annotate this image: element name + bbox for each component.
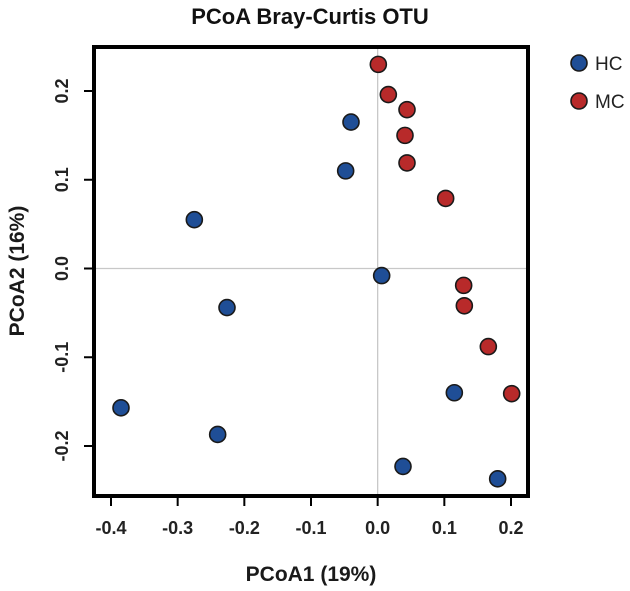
data-point-mc — [398, 100, 416, 119]
data-point-mc — [454, 276, 473, 295]
legend-label-hc: HC — [595, 54, 622, 75]
data-point-hc — [218, 298, 236, 317]
data-points — [112, 55, 521, 488]
data-point-mc — [455, 296, 474, 315]
data-point-mc — [379, 85, 398, 104]
plot-frame — [92, 45, 530, 498]
data-point-hc — [488, 470, 507, 488]
legend-marker-hc — [570, 54, 588, 72]
y-tick-label: 0.2 — [52, 78, 72, 103]
data-point-hc — [372, 266, 391, 285]
data-point-hc — [112, 399, 130, 417]
legend-label-mc: MC — [595, 92, 625, 113]
data-point-mc — [502, 384, 521, 403]
data-point-mc — [398, 154, 416, 172]
data-point-hc — [342, 113, 360, 131]
data-point-hc — [336, 162, 355, 180]
y-tick-label: 0.0 — [52, 256, 72, 281]
data-point-hc — [208, 425, 227, 444]
data-point-mc — [369, 55, 388, 74]
data-point-mc — [436, 189, 455, 208]
x-tick-label: -0.3 — [162, 518, 193, 538]
x-tick-label: 0.1 — [432, 518, 457, 538]
y-tick-label: 0.1 — [52, 167, 72, 192]
x-tick-label: -0.1 — [295, 518, 326, 538]
x-axis-label: PCoA1 (19%) — [246, 563, 377, 586]
data-point-mc — [479, 337, 498, 356]
x-tick-label: -0.2 — [229, 518, 260, 538]
data-point-hc — [394, 457, 412, 476]
data-point-mc — [396, 126, 414, 145]
y-tick-label: -0.2 — [52, 430, 72, 461]
y-tick-label: -0.1 — [52, 342, 72, 373]
y-axis-label: PCoA2 (16%) — [6, 206, 29, 337]
x-tick-label: 0.2 — [498, 518, 523, 538]
legend-marker-mc — [570, 92, 588, 110]
data-point-hc — [445, 383, 464, 402]
x-tick-label: 0.0 — [365, 518, 390, 538]
x-tick-label: -0.4 — [95, 518, 126, 538]
reference-lines — [94, 47, 528, 496]
data-point-hc — [185, 210, 204, 229]
y-axis-ticks: -0.2 -0.1 0.0 0.1 0.2 — [52, 78, 92, 462]
chart-title: PCoA Bray-Curtis OTU — [191, 4, 429, 29]
legend: HC MC — [570, 54, 625, 113]
x-axis-ticks: -0.4 -0.3 -0.2 -0.1 0.0 0.1 0.2 — [95, 498, 524, 538]
